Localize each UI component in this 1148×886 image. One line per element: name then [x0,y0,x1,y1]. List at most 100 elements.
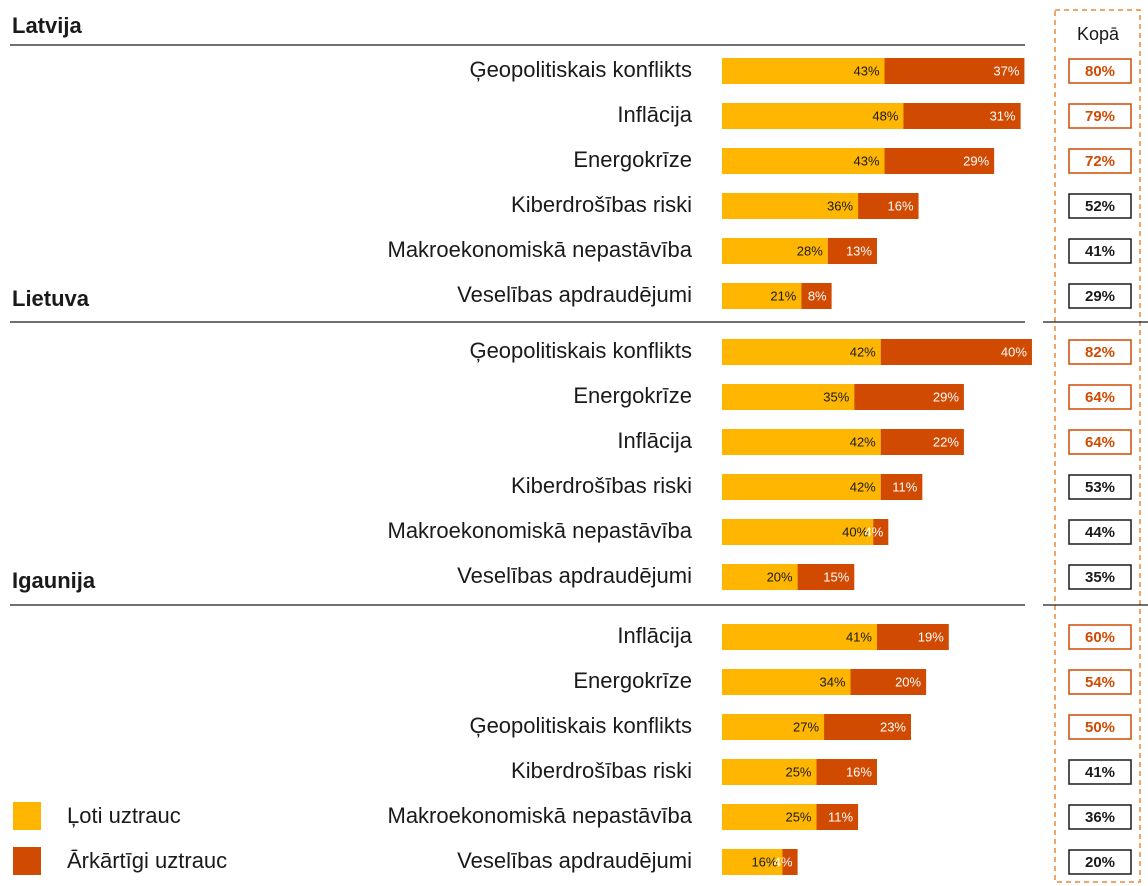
total-header: Kopā [1077,24,1120,44]
total-box [1068,283,1132,309]
total-box [1068,238,1132,264]
segment-label: 8% [808,288,827,303]
group-title: Latvija [12,13,82,38]
segment-label: 21% [770,288,796,303]
total-label: 35% [1085,569,1115,586]
segment-label: 23% [880,719,906,734]
bar-segment [722,339,881,365]
category-label: Inflācija [617,623,692,648]
segment-label: 25% [785,809,811,824]
segment-label: 4% [865,524,884,539]
segment-label: 41% [846,629,872,644]
bar-segment [880,429,964,455]
total-box [1068,669,1132,695]
segment-label: 16% [846,764,872,779]
bar-segment [722,714,825,740]
category-label: Energokrīze [573,147,692,172]
category-label: Makroekonomiskā nepastāvība [388,237,693,262]
total-box [1068,519,1132,545]
total-label: 41% [1085,764,1115,781]
segment-label: 20% [767,569,793,584]
bar-segment [850,669,927,695]
total-label: 52% [1085,198,1115,215]
bar-segment [722,669,851,695]
total-label: 41% [1085,243,1115,260]
total-box [1068,429,1132,455]
bar-segment [782,849,798,875]
bar-segment [722,624,877,650]
segment-label: 20% [895,674,921,689]
category-label: Makroekonomiskā nepastāvība [388,518,693,543]
segment-label: 37% [993,63,1019,78]
bar-segment [884,148,995,174]
total-box [1068,849,1132,875]
bar-segment [722,804,817,830]
bar-segment [722,759,817,785]
segment-label: 43% [854,153,880,168]
segment-label: 11% [828,809,853,824]
segment-label: 40% [1001,344,1027,359]
total-label: 60% [1085,629,1115,646]
total-label: 53% [1085,479,1115,496]
segment-label: 36% [827,198,853,213]
group-title: Lietuva [12,286,90,311]
segment-label: 42% [850,434,876,449]
category-label: Ģeopolitiskais konflikts [469,338,692,363]
total-box [1068,474,1132,500]
bar-segment [722,148,885,174]
segment-label: 22% [933,434,959,449]
segment-label: 15% [823,569,849,584]
bar-segment [722,58,885,84]
bar-segment [876,624,949,650]
segment-label: 16% [888,198,914,213]
bar-segment [873,519,889,545]
bar-segment [903,103,1021,129]
segment-label: 42% [850,344,876,359]
segment-label: 28% [797,243,823,258]
bar-segment [722,238,828,264]
category-label: Inflācija [617,102,692,127]
total-label: 44% [1085,524,1115,541]
bar-segment [801,283,832,309]
bar-segment [880,474,923,500]
segment-label: 34% [819,674,845,689]
legend-label: Ļoti uztrauc [67,803,181,828]
bar-segment [816,804,859,830]
total-label: 79% [1085,108,1115,125]
category-label: Veselības apdraudējumi [457,282,692,307]
total-box [1068,384,1132,410]
segment-label: 48% [872,108,898,123]
total-box [1068,804,1132,830]
bar-segment [722,474,881,500]
total-box [1068,58,1132,84]
bar-segment [722,384,855,410]
category-label: Makroekonomiskā nepastāvība [388,803,693,828]
category-label: Veselības apdraudējumi [457,848,692,873]
segment-label: 27% [793,719,819,734]
total-label: 36% [1085,809,1115,826]
segment-label: 25% [785,764,811,779]
segment-label: 13% [846,243,872,258]
category-label: Energokrīze [573,383,692,408]
segment-label: 42% [850,479,876,494]
total-label: 64% [1085,389,1115,406]
total-label: 54% [1085,674,1115,691]
segment-label: 43% [854,63,880,78]
bar-segment [884,58,1025,84]
segment-label: 35% [823,389,849,404]
segment-label: 11% [892,479,917,494]
category-label: Inflācija [617,428,692,453]
total-box [1068,193,1132,219]
bar-segment [722,103,904,129]
segment-label: 29% [933,389,959,404]
legend-swatch [13,802,41,830]
total-box [1068,148,1132,174]
total-box [1068,103,1132,129]
total-label: 64% [1085,434,1115,451]
total-box [1068,339,1132,365]
bar-segment [722,564,798,590]
legend-swatch [13,847,41,875]
segment-label: 19% [918,629,944,644]
bar-segment [722,429,881,455]
